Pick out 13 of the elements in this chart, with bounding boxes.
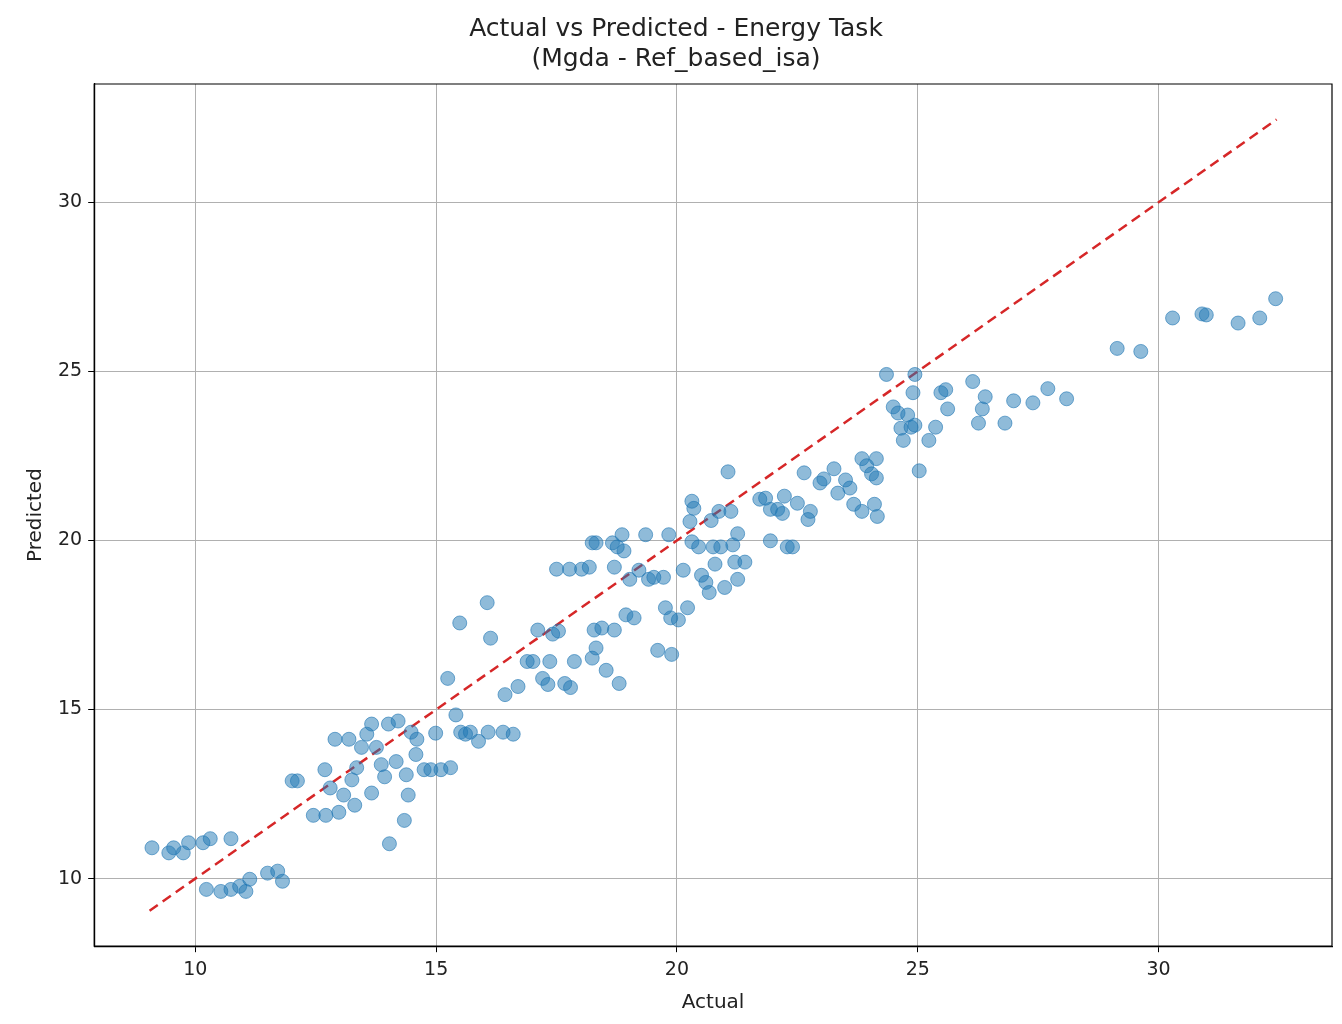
x-tick-label: 15 bbox=[424, 956, 449, 979]
y-tick-label: 30 bbox=[57, 189, 83, 212]
y-tick-label: 25 bbox=[57, 358, 83, 381]
x-tick-label: 20 bbox=[664, 956, 690, 979]
x-axis-title: Actual bbox=[681, 989, 745, 1014]
x-tick-label: 25 bbox=[905, 956, 930, 979]
y-tick-label: 10 bbox=[57, 865, 83, 888]
x-tick-label: 10 bbox=[183, 956, 208, 979]
y-tick-label: 20 bbox=[57, 527, 83, 550]
x-tick-label: 30 bbox=[1146, 956, 1171, 979]
y-tick-label: 15 bbox=[57, 696, 83, 719]
y-axis-title: Predicted bbox=[22, 468, 47, 563]
chart-title: Actual vs Predicted - Energy Task (Mgda - Ref_based_isa) bbox=[469, 12, 884, 72]
